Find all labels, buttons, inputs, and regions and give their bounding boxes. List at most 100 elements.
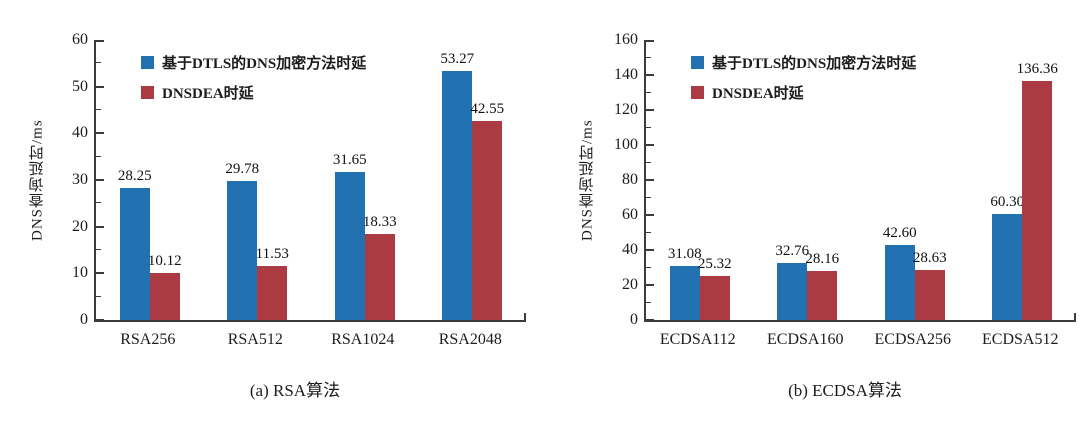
legend: 基于DTLS的DNS加密方法时延 DNSDEA时延 bbox=[691, 52, 916, 103]
y-major-tick bbox=[96, 132, 104, 135]
y-minor-tick bbox=[646, 161, 651, 163]
y-tick-label: 60 bbox=[72, 31, 88, 48]
y-tick-label: 20 bbox=[72, 217, 88, 235]
bar-value-label: 42.60 bbox=[882, 225, 917, 242]
x-axis-end-tick bbox=[1074, 313, 1076, 320]
y-axis-tick-labels: 0 10 20 30 40 50 60 bbox=[48, 31, 94, 328]
bar-ECDSA256-series1 bbox=[914, 269, 945, 320]
y-tick-label: 10 bbox=[72, 264, 88, 282]
bar-RSA256-series0 bbox=[119, 188, 150, 320]
y-major-tick bbox=[646, 144, 654, 146]
bar-value-label: 32.76 bbox=[775, 242, 810, 259]
y-major-tick bbox=[96, 85, 104, 88]
legend-swatch-blue-icon bbox=[141, 56, 154, 69]
bar-value-label: 31.65 bbox=[332, 152, 367, 169]
y-major-tick bbox=[646, 214, 654, 216]
y-tick-label: 0 bbox=[630, 311, 638, 328]
y-tick-label: 80 bbox=[622, 171, 638, 188]
y-major-tick bbox=[646, 40, 654, 42]
x-axis-end-tick bbox=[524, 313, 526, 320]
y-tick-label: 140 bbox=[614, 66, 638, 83]
x-axis-labels: RSA256 RSA512 RSA1024 RSA2048 bbox=[94, 322, 524, 352]
y-axis-title: DNS查询延时/ms bbox=[579, 119, 596, 241]
legend-swatch-blue-icon bbox=[691, 56, 704, 69]
x-tick-label-RSA512: RSA512 bbox=[227, 331, 283, 348]
x-tick-label-RSA256: RSA256 bbox=[120, 331, 176, 348]
y-minor-tick bbox=[646, 126, 651, 128]
y-minor-tick bbox=[646, 231, 651, 233]
bar-value-label: 31.08 bbox=[667, 245, 702, 262]
bar-ECDSA512-series1 bbox=[1022, 81, 1053, 320]
bar-RSA256-series1 bbox=[149, 272, 180, 320]
y-tick-label: 50 bbox=[72, 77, 88, 95]
y-minor-tick bbox=[646, 301, 651, 303]
y-axis-tick-labels: 0 20 40 60 80 100 120 140 160 bbox=[598, 31, 644, 328]
x-axis-labels: ECDSA112 ECDSA160 ECDSA256 ECDSA512 bbox=[644, 322, 1074, 352]
legend-swatch-red-icon bbox=[691, 86, 704, 99]
legend-item-dnsdea: DNSDEA时延 bbox=[691, 82, 916, 103]
bar-value-label: 25.32 bbox=[697, 255, 732, 272]
bar-RSA512-series1 bbox=[257, 266, 288, 320]
plot-area: 基于DTLS的DNS加密方法时延 DNSDEA时延 28.25 10.12 29.7… bbox=[94, 40, 526, 322]
bar-value-label: 60.30 bbox=[990, 194, 1025, 211]
y-minor-tick bbox=[96, 109, 101, 110]
y-minor-tick bbox=[646, 56, 651, 58]
y-major-tick bbox=[96, 40, 104, 42]
y-minor-tick bbox=[646, 196, 651, 198]
bar-value-label: 28.16 bbox=[805, 250, 840, 267]
bar-ECDSA256-series0 bbox=[884, 245, 915, 320]
bar-value-label: 42.55 bbox=[470, 101, 505, 118]
x-tick-label-RSA2048: RSA2048 bbox=[438, 331, 502, 348]
bar-value-label: 29.78 bbox=[225, 161, 260, 178]
bar-value-label: 53.27 bbox=[440, 51, 475, 68]
bar-ECDSA160-series0 bbox=[777, 262, 808, 320]
y-minor-tick bbox=[96, 249, 101, 250]
bar-value-label: 10.12 bbox=[147, 252, 182, 269]
y-major-tick bbox=[96, 319, 104, 321]
y-major-tick bbox=[96, 272, 104, 275]
x-tick-label-ECDSA160: ECDSA160 bbox=[767, 331, 844, 348]
y-major-tick bbox=[646, 249, 654, 251]
bar-RSA512-series0 bbox=[227, 181, 258, 320]
bar-value-label: 18.33 bbox=[362, 214, 397, 231]
y-major-tick bbox=[646, 179, 654, 181]
legend-label: DNSDEA时延 bbox=[712, 86, 804, 102]
y-minor-tick bbox=[646, 91, 651, 93]
plot-area: 基于DTLS的DNS加密方法时延 DNSDEA时延 31.08 25.32 32.7… bbox=[644, 40, 1076, 322]
legend: 基于DTLS的DNS加密方法时延 DNSDEA时延 bbox=[141, 52, 366, 103]
bar-RSA1024-series1 bbox=[364, 234, 395, 320]
y-tick-label: 160 bbox=[614, 31, 638, 48]
caption-a: (a) RSA算法 bbox=[249, 381, 341, 400]
y-tick-label: 60 bbox=[622, 206, 638, 223]
legend-swatch-red-icon bbox=[141, 86, 154, 99]
y-major-tick bbox=[646, 319, 654, 321]
y-tick-label: 40 bbox=[72, 124, 88, 142]
y-minor-tick bbox=[96, 62, 101, 64]
y-tick-label: 0 bbox=[80, 311, 88, 328]
y-major-tick bbox=[646, 74, 654, 76]
bar-ECDSA112-series0 bbox=[669, 265, 700, 320]
y-tick-label: 100 bbox=[614, 136, 638, 153]
chart-rsa: DNS查询延时/ms 0 10 20 30 40 50 60 基于DTLS的DNS加密方法时… bbox=[26, 31, 526, 401]
y-major-tick bbox=[96, 225, 104, 228]
bar-RSA2048-series1 bbox=[472, 121, 503, 320]
bar-ECDSA160-series1 bbox=[807, 270, 838, 320]
x-tick-label-ECDSA512: ECDSA512 bbox=[982, 331, 1059, 348]
x-tick-label-ECDSA256: ECDSA256 bbox=[874, 331, 951, 348]
bar-RSA2048-series0 bbox=[442, 71, 473, 320]
legend-item-dtls: 基于DTLS的DNS加密方法时延 bbox=[691, 52, 916, 73]
bar-ECDSA112-series1 bbox=[699, 275, 730, 320]
x-tick-label-RSA1024: RSA1024 bbox=[331, 331, 395, 348]
legend-item-dnsdea: DNSDEA时延 bbox=[141, 82, 366, 103]
chart-ecdsa: DNS查询延时/ms 0 20 40 60 80 100 120 140 160 基于DTLS的… bbox=[576, 31, 1076, 401]
y-minor-tick bbox=[96, 202, 101, 204]
y-minor-tick bbox=[96, 155, 101, 157]
legend-item-dtls: 基于DTLS的DNS加密方法时延 bbox=[141, 52, 366, 73]
caption-b: (b) ECDSA算法 bbox=[788, 381, 902, 400]
bar-value-label: 136.36 bbox=[1016, 61, 1058, 78]
y-tick-label: 120 bbox=[614, 101, 638, 118]
y-tick-label: 30 bbox=[72, 171, 88, 188]
bar-value-label: 28.25 bbox=[117, 168, 152, 185]
legend-label: DNSDEA时延 bbox=[162, 86, 254, 102]
